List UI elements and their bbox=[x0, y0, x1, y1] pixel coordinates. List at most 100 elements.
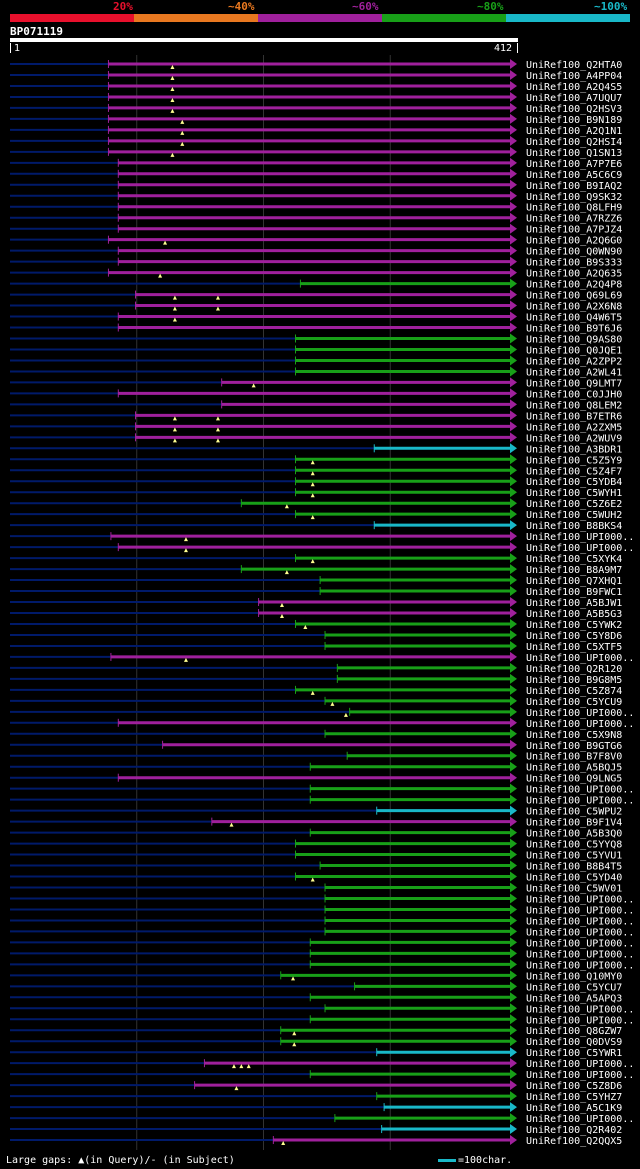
hit-label: UniRef100_A7P7E6 bbox=[526, 159, 622, 170]
hit-arrow bbox=[510, 289, 517, 300]
hit-label: UniRef100_A5B5G3 bbox=[526, 609, 622, 620]
hit-label: UniRef100_A5BJW1 bbox=[526, 598, 622, 609]
hit-arrow bbox=[510, 553, 517, 564]
hit-row: UniRef100_Q7XHQ1 bbox=[10, 575, 622, 587]
hit-label: UniRef100_A5C6C9 bbox=[526, 170, 622, 181]
hit-row: UniRef100_C5WV01 bbox=[10, 882, 622, 895]
hit-arrow bbox=[510, 673, 517, 684]
hit-arrow bbox=[510, 959, 517, 970]
gap-marker bbox=[310, 559, 315, 564]
hit-row: UniRef100_B8B4T5 bbox=[10, 860, 622, 873]
hit-arrow bbox=[510, 618, 517, 629]
hit-label: UniRef100_B9T6J6 bbox=[526, 324, 622, 335]
hit-arrow bbox=[510, 860, 517, 871]
query-name: BP071119 bbox=[10, 25, 63, 38]
hit-row: UniRef100_C5WYH1 bbox=[10, 487, 622, 499]
hit-label: UniRef100_UPI000.. bbox=[526, 905, 634, 916]
hit-label: UniRef100_B9F1V4 bbox=[526, 818, 622, 829]
hit-row: UniRef100_C5YVU1 bbox=[10, 849, 622, 862]
hit-row: UniRef100_B9IAQ2 bbox=[10, 179, 622, 192]
hit-label: UniRef100_A2WL41 bbox=[526, 367, 622, 378]
hit-row: UniRef100_A7UQU7 bbox=[10, 91, 622, 104]
gap-marker bbox=[234, 1086, 239, 1091]
hit-arrow bbox=[510, 1069, 517, 1080]
hit-arrow bbox=[510, 476, 517, 487]
hit-row: UniRef100_C0JJH0 bbox=[10, 388, 622, 400]
hit-arrow bbox=[510, 838, 517, 849]
hit-label: UniRef100_Q8GZW7 bbox=[526, 1026, 622, 1037]
hit-row: UniRef100_A2WUV9 bbox=[10, 432, 622, 444]
hit-label: UniRef100_Q2R120 bbox=[526, 664, 622, 675]
hit-arrow bbox=[510, 684, 517, 695]
hit-arrow bbox=[510, 750, 517, 761]
hit-row: UniRef100_A5BQJ5 bbox=[10, 761, 622, 774]
hit-label: UniRef100_B7ETR6 bbox=[526, 411, 622, 422]
hit-row: UniRef100_UPI000.. bbox=[10, 1058, 634, 1070]
hit-row: UniRef100_A5BJW1 bbox=[10, 597, 622, 609]
hit-arrow bbox=[510, 355, 517, 366]
hit-arrow bbox=[510, 904, 517, 915]
hit-arrow bbox=[510, 816, 517, 827]
hit-row: UniRef100_UPI000.. bbox=[10, 1014, 634, 1026]
gap-marker bbox=[246, 1064, 251, 1069]
hit-label: UniRef100_UPI000.. bbox=[526, 532, 634, 543]
gap-marker bbox=[284, 504, 289, 509]
hit-row: UniRef100_A2ZXM5 bbox=[10, 421, 622, 433]
gaps-legend: Large gaps: ▲(in Query)/- (in Subject) bbox=[6, 1155, 235, 1166]
hit-arrow bbox=[510, 794, 517, 805]
gap-marker bbox=[231, 1064, 236, 1069]
hit-label: UniRef100_B8B4T5 bbox=[526, 862, 622, 873]
hit-arrow bbox=[510, 223, 517, 234]
hit-label: UniRef100_Q2QQX5 bbox=[526, 1136, 622, 1147]
gap-marker bbox=[215, 306, 220, 311]
hit-arrow bbox=[510, 454, 517, 465]
ruler-end-label: 412 bbox=[494, 43, 513, 54]
gap-marker bbox=[310, 460, 315, 465]
hit-label: UniRef100_C5WYH1 bbox=[526, 488, 622, 499]
hit-row: UniRef100_B7ETR6 bbox=[10, 410, 622, 422]
hit-row: UniRef100_B8BKS4 bbox=[10, 520, 622, 532]
hit-arrow bbox=[510, 772, 517, 783]
hit-row: UniRef100_C5Z8D6 bbox=[10, 1080, 622, 1092]
hit-label: UniRef100_UPI000.. bbox=[526, 894, 634, 905]
hit-row: UniRef100_A3BDR1 bbox=[10, 443, 622, 455]
query-bar bbox=[10, 38, 518, 42]
hit-label: UniRef100_Q0JQE1 bbox=[526, 345, 622, 356]
hit-arrow bbox=[510, 1124, 517, 1135]
legend-80-label: ~80% bbox=[477, 0, 504, 13]
hit-row: UniRef100_C5X9N8 bbox=[10, 728, 622, 741]
hit-label: UniRef100_C5Y8D6 bbox=[526, 631, 622, 642]
gap-marker bbox=[310, 482, 315, 487]
hit-arrow bbox=[510, 1102, 517, 1113]
hit-arrow bbox=[510, 135, 517, 146]
hit-row: UniRef100_Q0WN90 bbox=[10, 245, 622, 258]
hit-row: UniRef100_UPI000.. bbox=[10, 937, 634, 949]
hit-row: UniRef100_Q9AS80 bbox=[10, 333, 622, 346]
hit-label: UniRef100_A2Q1N1 bbox=[526, 126, 622, 137]
hit-label: UniRef100_C5XTF5 bbox=[526, 642, 622, 653]
hit-arrow bbox=[510, 1047, 517, 1058]
hit-label: UniRef100_C5WPU2 bbox=[526, 807, 622, 818]
hit-row: UniRef100_Q2HSV3 bbox=[10, 102, 622, 115]
hit-row: UniRef100_UPI000.. bbox=[10, 717, 634, 730]
hit-label: UniRef100_B7F8V0 bbox=[526, 752, 622, 763]
hit-label: UniRef100_A3BDR1 bbox=[526, 444, 622, 455]
hit-row: UniRef100_Q8LEM2 bbox=[10, 399, 622, 411]
hit-label: UniRef100_C5YCU9 bbox=[526, 697, 622, 708]
gap-marker bbox=[343, 712, 348, 717]
hit-label: UniRef100_Q2R402 bbox=[526, 1125, 622, 1136]
hit-label: UniRef100_B9GTG6 bbox=[526, 741, 622, 752]
hit-row: UniRef100_A5B3Q0 bbox=[10, 827, 622, 840]
hit-label: UniRef100_C5X9N8 bbox=[526, 730, 622, 741]
hit-label: UniRef100_C5YVU1 bbox=[526, 851, 622, 862]
hit-row: UniRef100_Q69L69 bbox=[10, 289, 622, 302]
ruler-start-tick bbox=[10, 43, 11, 53]
gap-marker bbox=[158, 273, 163, 278]
hit-arrow bbox=[510, 970, 517, 981]
ruler-end-tick bbox=[517, 43, 518, 53]
color-segment-60 bbox=[258, 14, 382, 22]
hit-label: UniRef100_A2ZXM5 bbox=[526, 422, 622, 433]
gap-marker bbox=[170, 108, 175, 113]
hit-label: UniRef100_C5Z8D6 bbox=[526, 1081, 622, 1092]
hit-row: UniRef100_Q1SN13 bbox=[10, 146, 622, 159]
